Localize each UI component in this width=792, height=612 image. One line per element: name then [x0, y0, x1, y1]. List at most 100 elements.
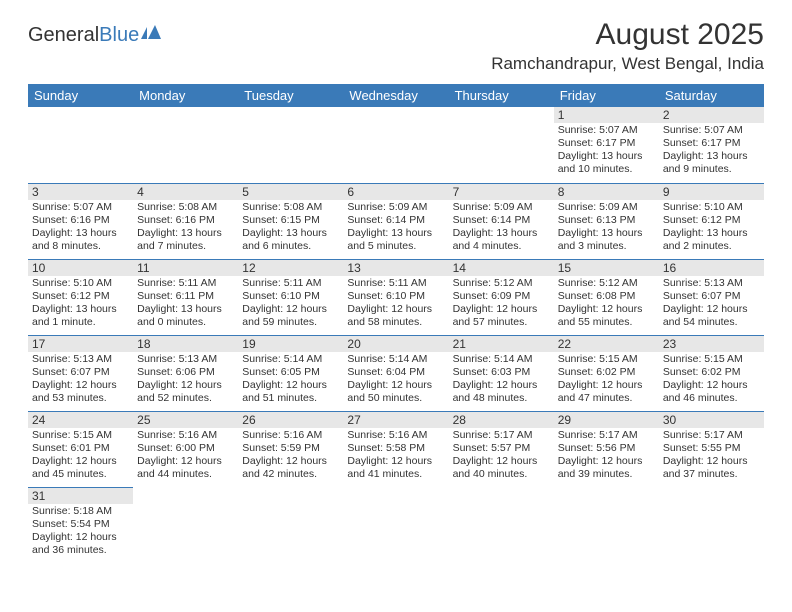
logo-text-2: Blue	[99, 24, 139, 47]
day-header: Thursday	[449, 84, 554, 107]
day-details: Sunrise: 5:17 AMSunset: 5:55 PMDaylight:…	[659, 428, 764, 484]
day-number: 22	[554, 335, 659, 352]
calendar-row: 10Sunrise: 5:10 AMSunset: 6:12 PMDayligh…	[28, 259, 764, 335]
day-header: Tuesday	[238, 84, 343, 107]
calendar-cell: 19Sunrise: 5:14 AMSunset: 6:05 PMDayligh…	[238, 335, 343, 411]
day-number: 18	[133, 335, 238, 352]
logo: GeneralBlue	[28, 18, 163, 47]
day-number: 21	[449, 335, 554, 352]
day-number: 19	[238, 335, 343, 352]
calendar-row: 31Sunrise: 5:18 AMSunset: 5:54 PMDayligh…	[28, 487, 764, 563]
day-details: Sunrise: 5:18 AMSunset: 5:54 PMDaylight:…	[28, 504, 133, 560]
day-number: 11	[133, 259, 238, 276]
calendar-cell: 22Sunrise: 5:15 AMSunset: 6:02 PMDayligh…	[554, 335, 659, 411]
day-details: Sunrise: 5:14 AMSunset: 6:04 PMDaylight:…	[343, 352, 448, 408]
logo-text-1: General	[28, 24, 99, 47]
day-details: Sunrise: 5:07 AMSunset: 6:17 PMDaylight:…	[554, 123, 659, 179]
day-details: Sunrise: 5:09 AMSunset: 6:13 PMDaylight:…	[554, 200, 659, 256]
day-details: Sunrise: 5:13 AMSunset: 6:07 PMDaylight:…	[28, 352, 133, 408]
calendar-cell: 16Sunrise: 5:13 AMSunset: 6:07 PMDayligh…	[659, 259, 764, 335]
calendar-cell	[343, 487, 448, 563]
day-details: Sunrise: 5:10 AMSunset: 6:12 PMDaylight:…	[28, 276, 133, 332]
day-number: 8	[554, 183, 659, 200]
calendar-cell: 31Sunrise: 5:18 AMSunset: 5:54 PMDayligh…	[28, 487, 133, 563]
calendar-cell: 4Sunrise: 5:08 AMSunset: 6:16 PMDaylight…	[133, 183, 238, 259]
day-details: Sunrise: 5:07 AMSunset: 6:17 PMDaylight:…	[659, 123, 764, 179]
day-number: 13	[343, 259, 448, 276]
calendar-cell: 29Sunrise: 5:17 AMSunset: 5:56 PMDayligh…	[554, 411, 659, 487]
calendar-row: 1Sunrise: 5:07 AMSunset: 6:17 PMDaylight…	[28, 107, 764, 183]
day-details: Sunrise: 5:14 AMSunset: 6:03 PMDaylight:…	[449, 352, 554, 408]
day-header-row: SundayMondayTuesdayWednesdayThursdayFrid…	[28, 84, 764, 107]
day-details: Sunrise: 5:11 AMSunset: 6:10 PMDaylight:…	[238, 276, 343, 332]
calendar-cell: 10Sunrise: 5:10 AMSunset: 6:12 PMDayligh…	[28, 259, 133, 335]
calendar-cell: 14Sunrise: 5:12 AMSunset: 6:09 PMDayligh…	[449, 259, 554, 335]
calendar-body: 1Sunrise: 5:07 AMSunset: 6:17 PMDaylight…	[28, 107, 764, 563]
calendar-cell: 7Sunrise: 5:09 AMSunset: 6:14 PMDaylight…	[449, 183, 554, 259]
calendar-cell	[449, 487, 554, 563]
day-number: 30	[659, 411, 764, 428]
calendar-cell: 13Sunrise: 5:11 AMSunset: 6:10 PMDayligh…	[343, 259, 448, 335]
calendar-row: 24Sunrise: 5:15 AMSunset: 6:01 PMDayligh…	[28, 411, 764, 487]
day-details: Sunrise: 5:14 AMSunset: 6:05 PMDaylight:…	[238, 352, 343, 408]
day-number: 29	[554, 411, 659, 428]
day-details: Sunrise: 5:07 AMSunset: 6:16 PMDaylight:…	[28, 200, 133, 256]
day-number: 14	[449, 259, 554, 276]
day-number: 28	[449, 411, 554, 428]
calendar-cell: 30Sunrise: 5:17 AMSunset: 5:55 PMDayligh…	[659, 411, 764, 487]
day-number: 4	[133, 183, 238, 200]
day-number: 7	[449, 183, 554, 200]
day-header: Sunday	[28, 84, 133, 107]
day-number: 23	[659, 335, 764, 352]
calendar-cell	[28, 107, 133, 183]
calendar-cell: 3Sunrise: 5:07 AMSunset: 6:16 PMDaylight…	[28, 183, 133, 259]
calendar-cell	[238, 107, 343, 183]
calendar-cell: 26Sunrise: 5:16 AMSunset: 5:59 PMDayligh…	[238, 411, 343, 487]
day-details: Sunrise: 5:17 AMSunset: 5:56 PMDaylight:…	[554, 428, 659, 484]
day-details: Sunrise: 5:16 AMSunset: 6:00 PMDaylight:…	[133, 428, 238, 484]
calendar-cell: 11Sunrise: 5:11 AMSunset: 6:11 PMDayligh…	[133, 259, 238, 335]
day-number: 16	[659, 259, 764, 276]
day-number: 1	[554, 107, 659, 123]
day-number: 3	[28, 183, 133, 200]
day-details: Sunrise: 5:16 AMSunset: 5:58 PMDaylight:…	[343, 428, 448, 484]
day-number: 10	[28, 259, 133, 276]
calendar-cell: 2Sunrise: 5:07 AMSunset: 6:17 PMDaylight…	[659, 107, 764, 183]
calendar-cell	[343, 107, 448, 183]
calendar-cell: 1Sunrise: 5:07 AMSunset: 6:17 PMDaylight…	[554, 107, 659, 183]
calendar-cell	[238, 487, 343, 563]
location: Ramchandrapur, West Bengal, India	[491, 54, 764, 74]
calendar-cell: 20Sunrise: 5:14 AMSunset: 6:04 PMDayligh…	[343, 335, 448, 411]
day-details: Sunrise: 5:12 AMSunset: 6:09 PMDaylight:…	[449, 276, 554, 332]
day-number: 5	[238, 183, 343, 200]
day-number: 24	[28, 411, 133, 428]
calendar-cell	[133, 107, 238, 183]
day-details: Sunrise: 5:13 AMSunset: 6:07 PMDaylight:…	[659, 276, 764, 332]
day-details: Sunrise: 5:15 AMSunset: 6:02 PMDaylight:…	[554, 352, 659, 408]
calendar-cell: 28Sunrise: 5:17 AMSunset: 5:57 PMDayligh…	[449, 411, 554, 487]
day-number: 27	[343, 411, 448, 428]
day-details: Sunrise: 5:09 AMSunset: 6:14 PMDaylight:…	[343, 200, 448, 256]
day-details: Sunrise: 5:08 AMSunset: 6:15 PMDaylight:…	[238, 200, 343, 256]
day-number: 26	[238, 411, 343, 428]
calendar-cell: 25Sunrise: 5:16 AMSunset: 6:00 PMDayligh…	[133, 411, 238, 487]
calendar-row: 17Sunrise: 5:13 AMSunset: 6:07 PMDayligh…	[28, 335, 764, 411]
day-details: Sunrise: 5:13 AMSunset: 6:06 PMDaylight:…	[133, 352, 238, 408]
day-details: Sunrise: 5:11 AMSunset: 6:11 PMDaylight:…	[133, 276, 238, 332]
calendar-cell: 5Sunrise: 5:08 AMSunset: 6:15 PMDaylight…	[238, 183, 343, 259]
title-block: August 2025 Ramchandrapur, West Bengal, …	[491, 18, 764, 74]
day-details: Sunrise: 5:09 AMSunset: 6:14 PMDaylight:…	[449, 200, 554, 256]
calendar-cell	[133, 487, 238, 563]
flag-icon	[141, 24, 163, 47]
calendar-cell: 17Sunrise: 5:13 AMSunset: 6:07 PMDayligh…	[28, 335, 133, 411]
day-details: Sunrise: 5:08 AMSunset: 6:16 PMDaylight:…	[133, 200, 238, 256]
calendar-cell	[659, 487, 764, 563]
day-details: Sunrise: 5:11 AMSunset: 6:10 PMDaylight:…	[343, 276, 448, 332]
calendar-cell: 8Sunrise: 5:09 AMSunset: 6:13 PMDaylight…	[554, 183, 659, 259]
day-details: Sunrise: 5:12 AMSunset: 6:08 PMDaylight:…	[554, 276, 659, 332]
calendar-table: SundayMondayTuesdayWednesdayThursdayFrid…	[28, 84, 764, 563]
day-details: Sunrise: 5:15 AMSunset: 6:02 PMDaylight:…	[659, 352, 764, 408]
day-header: Saturday	[659, 84, 764, 107]
calendar-cell: 15Sunrise: 5:12 AMSunset: 6:08 PMDayligh…	[554, 259, 659, 335]
day-number: 6	[343, 183, 448, 200]
